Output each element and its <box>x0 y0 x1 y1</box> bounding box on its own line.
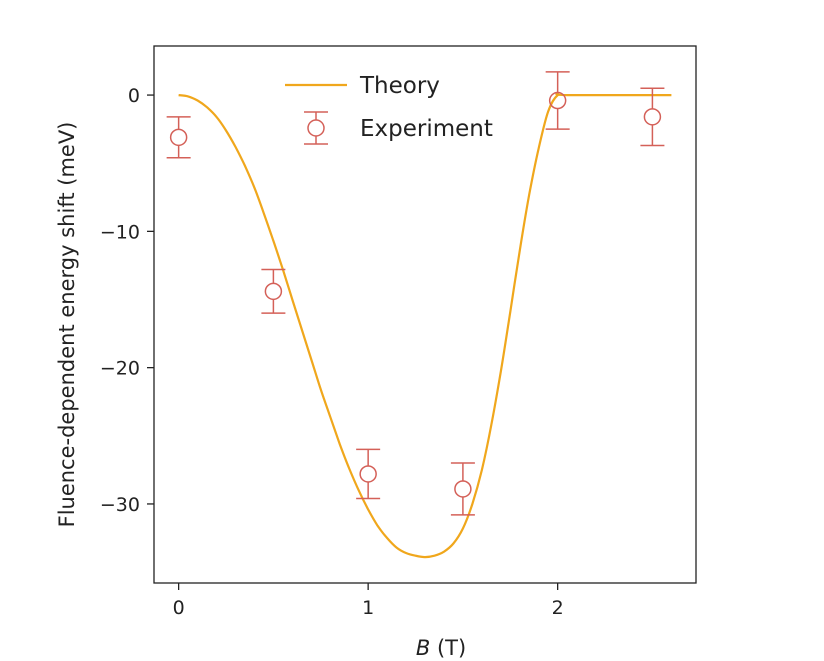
x-axis-label-unit: (T) <box>430 636 466 660</box>
y-tick-label: −30 <box>100 494 140 516</box>
y-tick-label: 0 <box>128 85 140 107</box>
experiment-marker <box>264 282 283 301</box>
legend-experiment-label: Experiment <box>360 116 493 142</box>
x-axis-label: B (T) <box>416 636 466 660</box>
y-axis: 0 −10 −20 −30 <box>100 85 154 516</box>
experiment-marker <box>454 480 472 498</box>
plot-area <box>153 45 697 584</box>
x-axis-label-var: B <box>416 636 430 660</box>
experiment-point <box>166 116 191 159</box>
x-tick-label: 1 <box>362 597 374 619</box>
y-axis-label: Fluence-dependent energy shift (meV) <box>55 122 79 528</box>
y-tick-label: −20 <box>100 358 140 380</box>
experiment-point <box>261 268 286 314</box>
x-tick-label: 2 <box>552 597 564 619</box>
x-tick-label: 0 <box>173 597 185 619</box>
legend-experiment-marker <box>307 119 325 137</box>
x-axis: 0 1 2 <box>173 583 564 619</box>
experiment-marker <box>643 108 662 126</box>
experiment-marker <box>359 465 377 483</box>
experiment-point <box>545 71 570 130</box>
legend-theory-label: Theory <box>359 73 440 99</box>
experiment-marker <box>548 91 567 110</box>
experiment-point <box>450 462 475 516</box>
legend-experiment-swatch <box>304 111 328 145</box>
series-layer <box>166 71 672 559</box>
theory-line <box>178 92 672 559</box>
experiment-point <box>640 87 665 147</box>
legend: Theory Experiment <box>285 73 493 145</box>
plot-frame <box>153 45 697 584</box>
experiment-point <box>356 448 381 500</box>
y-tick-label: −10 <box>100 221 140 243</box>
experiment-marker <box>169 128 188 147</box>
